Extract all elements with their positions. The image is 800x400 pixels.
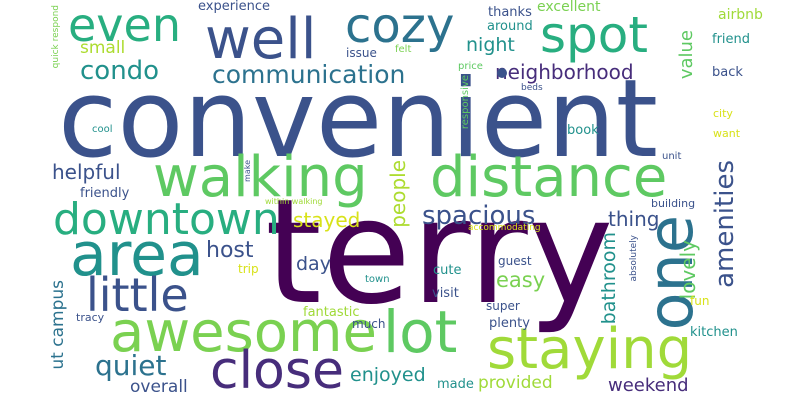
word-enjoyed: enjoyed — [350, 364, 426, 386]
word-spacious: spacious — [422, 201, 536, 231]
word-building: building — [651, 197, 696, 210]
word-kitchen: kitchen — [690, 325, 738, 340]
word-unit: unit — [662, 151, 682, 162]
word-small: small — [80, 38, 126, 58]
word-lot: lot — [383, 298, 458, 366]
word-stayed: stayed — [293, 208, 361, 232]
word-lovely: lovely — [676, 240, 700, 300]
word-absolutely: absolutely — [629, 235, 639, 282]
word-terry: terry — [265, 168, 614, 337]
word-beds: beds — [521, 83, 543, 93]
word-made: made — [437, 377, 474, 392]
word-distance: distance — [430, 145, 668, 210]
word-cute: cute — [433, 263, 462, 278]
word-issue: issue — [346, 46, 377, 60]
word-experience: experience — [198, 0, 271, 14]
word-quick-respond: quick respond — [51, 5, 61, 69]
word-responsive: responsive — [460, 75, 471, 130]
word-back: back — [712, 65, 743, 80]
word-trip: trip — [238, 262, 259, 276]
word-provided: provided — [478, 373, 553, 393]
word-well: well — [205, 7, 317, 72]
word-friendly: friendly — [80, 186, 130, 201]
word-plenty: plenty — [489, 316, 530, 331]
word-people: people — [386, 160, 410, 228]
word-overall: overall — [130, 377, 188, 397]
word-friend: friend — [712, 32, 751, 47]
word-convenient: convenient — [58, 57, 658, 182]
word-town: town — [365, 274, 390, 285]
word-visit: visit — [432, 286, 459, 301]
word-value: value — [676, 30, 697, 80]
word-felt: felt — [395, 44, 412, 55]
word-accommodating: accommodating — [468, 223, 541, 233]
word-want: want — [713, 127, 741, 140]
word-within-walking: within walking — [265, 197, 323, 206]
word-host: host — [206, 238, 254, 263]
word-weekend: weekend — [608, 375, 689, 396]
word-much: much — [352, 317, 386, 331]
word-book: book — [567, 123, 599, 138]
word-fun: fun — [690, 294, 710, 308]
word-city: city — [713, 107, 733, 120]
word-staying: staying — [487, 317, 693, 382]
word-awesome: awesome — [110, 300, 378, 365]
bullet-dot — [497, 68, 507, 78]
word-thing: thing — [608, 207, 660, 231]
word-excellent: excellent — [537, 0, 601, 15]
word-guest: guest — [498, 254, 532, 268]
word-spot: spot — [540, 6, 648, 64]
word-communication: communication — [212, 60, 406, 89]
word-little: little — [86, 268, 189, 322]
word-easy: easy — [496, 268, 546, 292]
word-night: night — [466, 34, 515, 56]
word-day: day — [296, 253, 331, 275]
word-bathroom: bathroom — [598, 232, 620, 325]
word-tracy: tracy — [76, 311, 105, 324]
word-price: price — [458, 61, 483, 72]
word-cool: cool — [92, 124, 113, 135]
word-even: even — [68, 0, 181, 52]
word-amenities: amenities — [710, 160, 740, 288]
word-downtown: downtown — [53, 194, 280, 245]
word-make: make — [243, 160, 252, 182]
word-super: super — [486, 299, 520, 313]
word-ut-campus: ut campus — [48, 280, 68, 370]
word-helpful: helpful — [52, 160, 121, 184]
word-quiet: quiet — [95, 349, 167, 382]
word-fantastic: fantastic — [303, 305, 360, 320]
word-walking: walking — [153, 145, 368, 210]
word-around: around — [487, 19, 533, 34]
word-area: area — [70, 220, 204, 290]
word-close: close — [210, 341, 344, 400]
word-neighborhood: neighborhood — [495, 60, 634, 84]
word-airbnb: airbnb — [718, 7, 763, 23]
word-thanks: thanks — [488, 5, 532, 20]
word-cozy: cozy — [345, 0, 455, 54]
word-condo: condo — [80, 56, 160, 86]
